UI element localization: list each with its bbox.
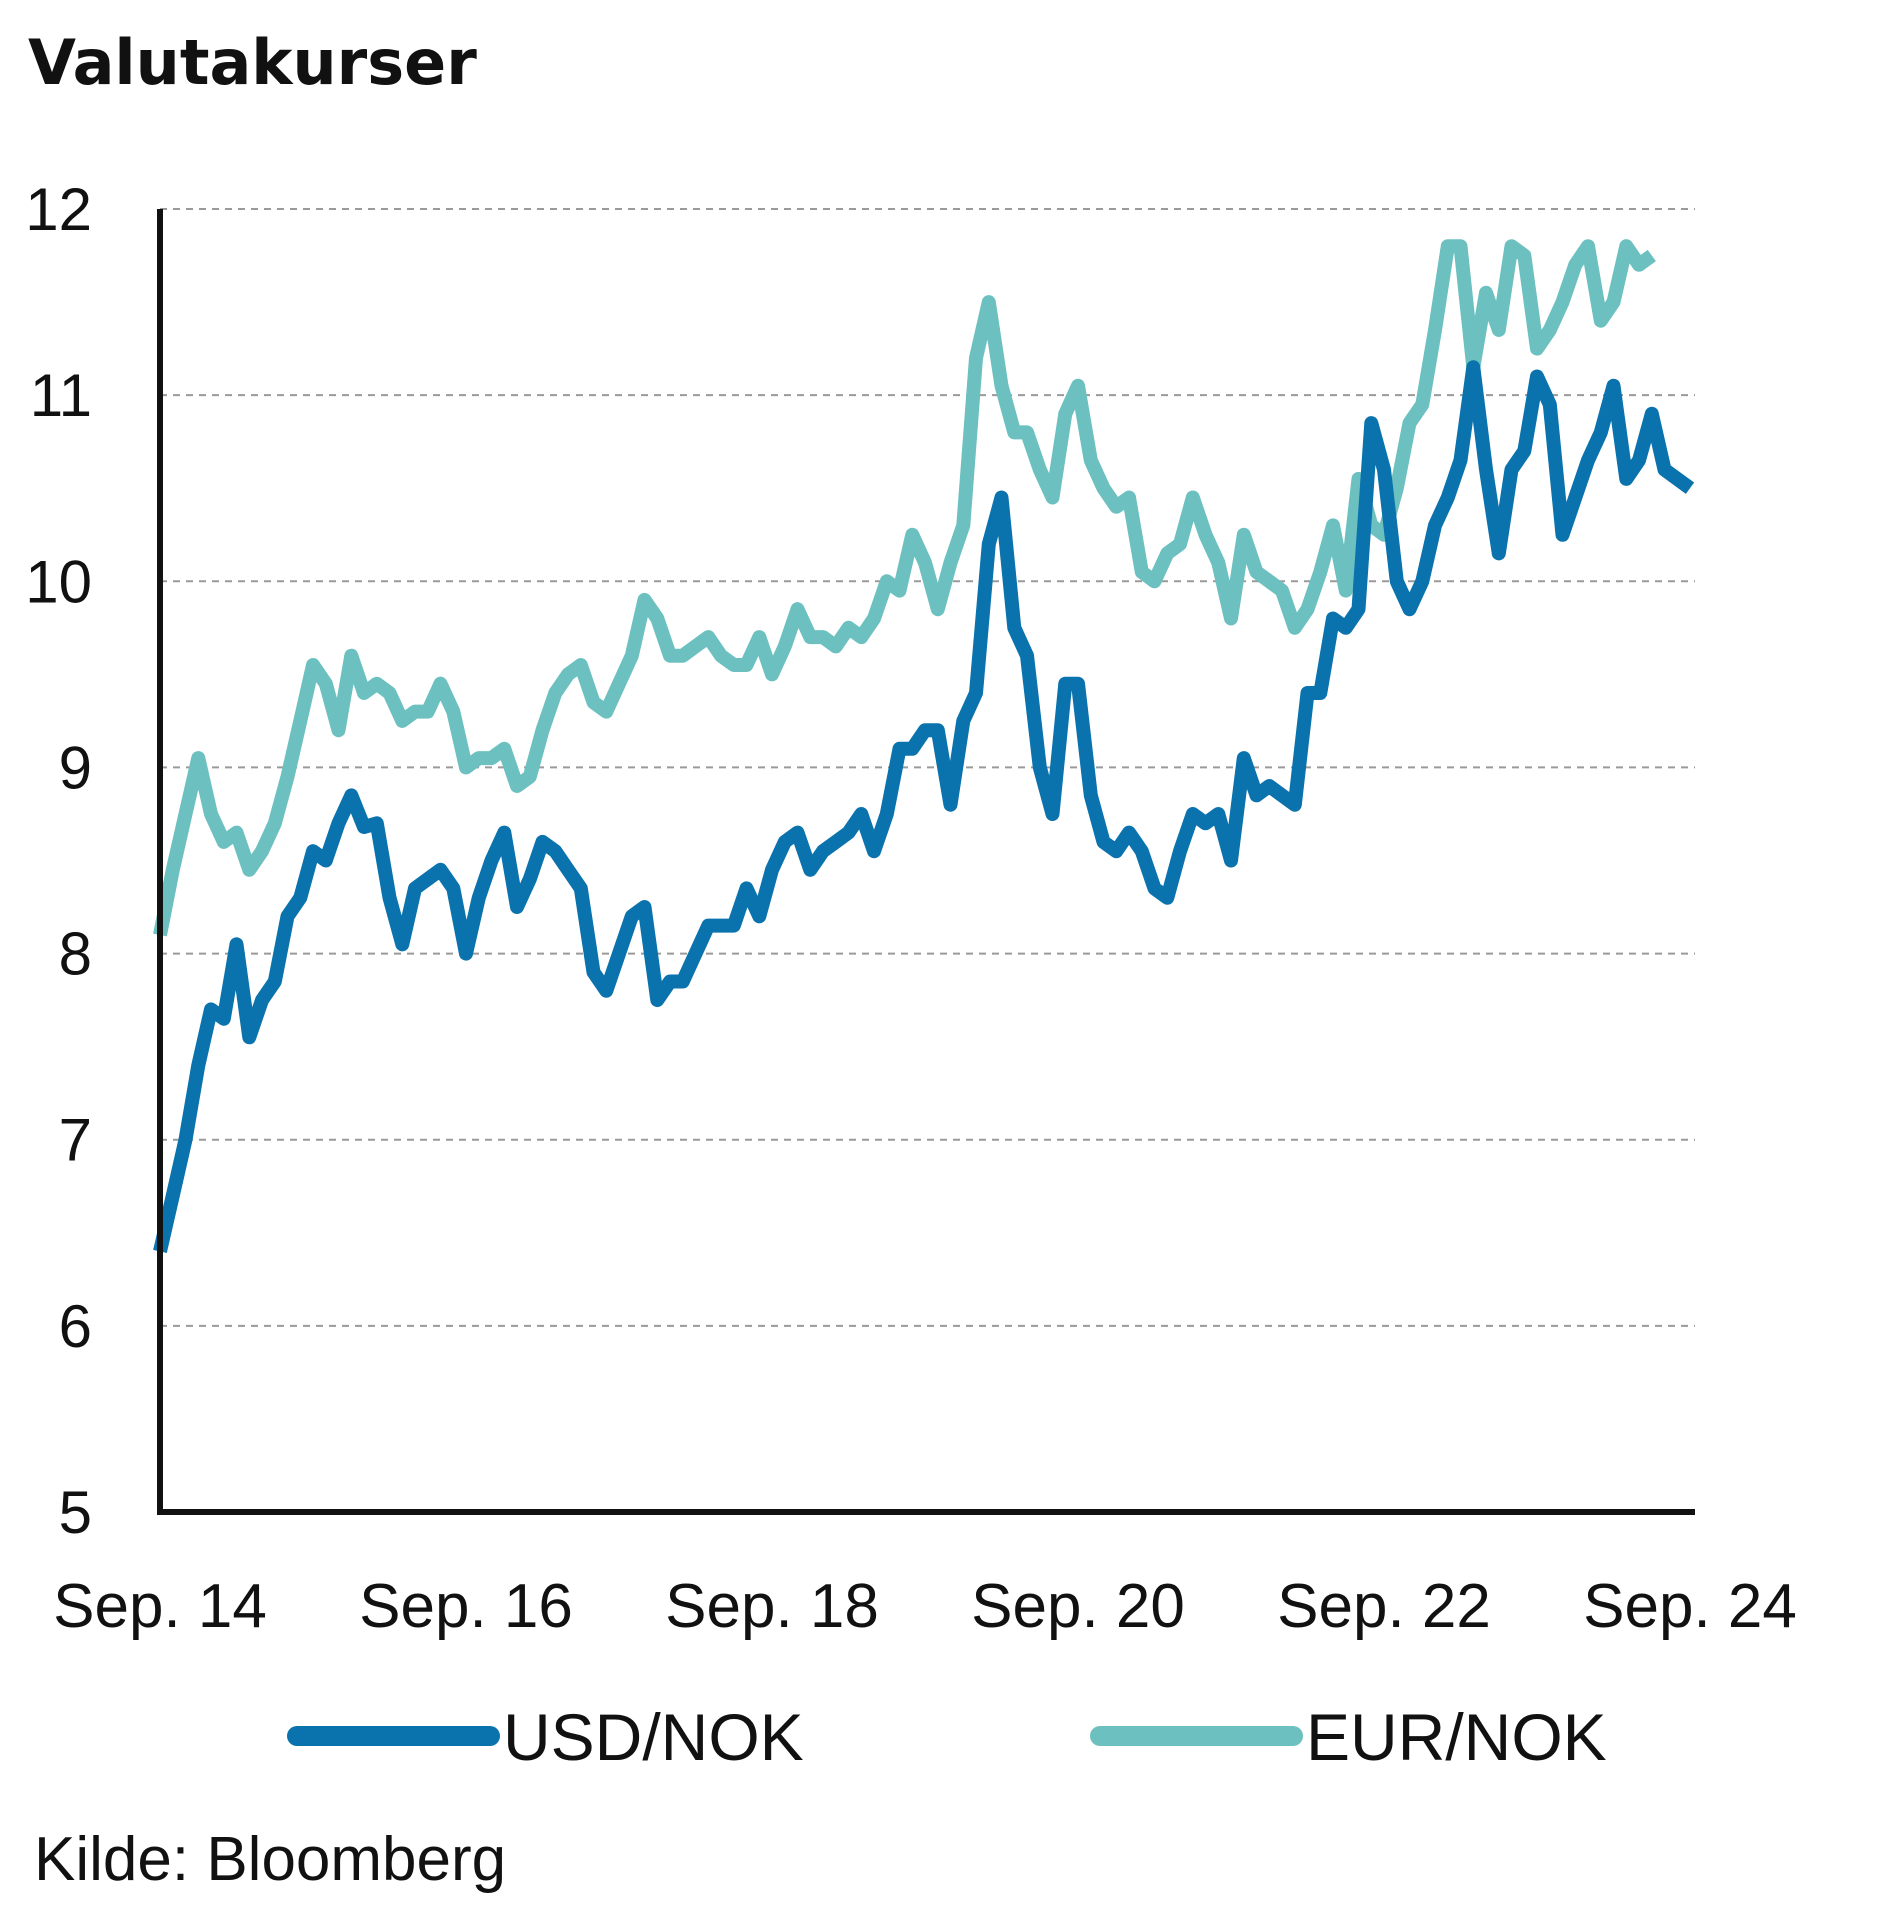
x-tick-label: Sep. 14 — [53, 1572, 267, 1641]
y-tick-label: 5 — [59, 1479, 92, 1546]
source-note: Kilde: Bloomberg — [34, 1825, 506, 1894]
grid-lines — [160, 208, 1695, 1327]
legend-label-eur-nok: EUR/NOK — [1306, 1700, 1607, 1774]
x-tick-label: Sep. 16 — [359, 1572, 573, 1641]
y-tick-label: 12 — [25, 176, 92, 243]
legend-label-usd-nok: USD/NOK — [503, 1700, 804, 1774]
series-lines — [153, 239, 1695, 1253]
series-line-usd-nok — [153, 360, 1695, 1253]
x-tick-label: Sep. 18 — [665, 1572, 879, 1641]
y-tick-label: 10 — [25, 548, 92, 615]
x-tick-label: Sep. 22 — [1277, 1572, 1491, 1641]
y-tick-label: 11 — [30, 362, 92, 429]
series-line-eur-nok — [153, 239, 1656, 937]
chart-title: Valutakurser — [28, 26, 477, 99]
x-tick-label: Sep. 20 — [971, 1572, 1185, 1641]
y-tick-label: 6 — [59, 1293, 92, 1360]
y-axis-tick-labels: 5 6 7 8 9 10 11 12 — [25, 176, 92, 1546]
axes — [157, 209, 1695, 1515]
x-tick-label: Sep. 24 — [1583, 1572, 1797, 1641]
y-tick-label: 8 — [59, 921, 92, 988]
x-axis-tick-labels: Sep. 14 Sep. 16 Sep. 18 Sep. 20 Sep. 22 Sep. … — [53, 1572, 1797, 1641]
y-tick-label: 7 — [59, 1107, 92, 1174]
y-tick-label: 9 — [59, 734, 92, 801]
legend: USD/NOK EUR/NOK — [287, 1700, 1607, 1774]
